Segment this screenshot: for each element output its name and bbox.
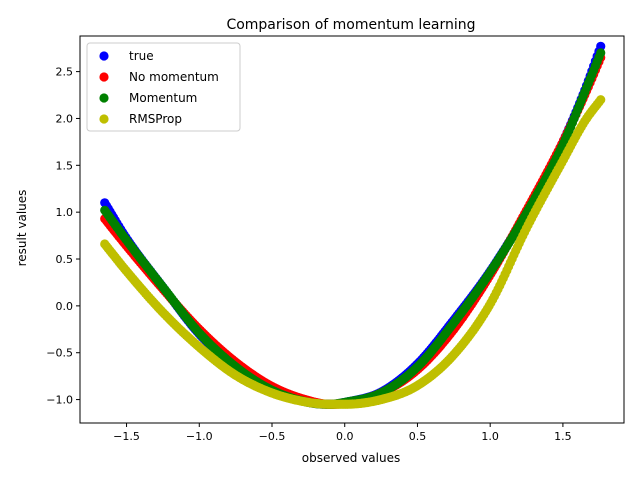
data-point — [596, 41, 606, 51]
legend-marker — [99, 114, 109, 124]
x-tick-label: 0.0 — [336, 430, 354, 443]
legend-label: Momentum — [129, 91, 197, 105]
y-tick-label: 2.0 — [56, 112, 74, 125]
y-tick-label: 1.5 — [56, 159, 74, 172]
x-tick-label: −0.5 — [259, 430, 286, 443]
x-tick-label: 1.0 — [481, 430, 499, 443]
legend-marker — [99, 51, 109, 61]
y-tick-label: 2.5 — [56, 66, 74, 79]
x-tick-label: −1.0 — [186, 430, 213, 443]
plot-area — [79, 35, 625, 424]
y-axis-label: result values — [15, 190, 29, 267]
axes-frame — [79, 35, 625, 424]
legend-marker — [99, 93, 109, 103]
legend-marker — [99, 72, 109, 82]
y-tick-label: −1.0 — [46, 394, 73, 407]
legend: true No momentum Momentum RMSProp — [86, 42, 241, 132]
legend-label: RMSProp — [129, 112, 182, 126]
x-tick-label: 1.5 — [554, 430, 572, 443]
legend-label: No momentum — [129, 70, 219, 84]
y-tick-label: 0.5 — [56, 253, 74, 266]
chart-title: Comparison of momentum learning — [226, 17, 475, 33]
legend-box — [86, 42, 241, 132]
data-point — [596, 48, 606, 58]
y-tick-label: −0.5 — [46, 347, 73, 360]
series-layer — [100, 41, 606, 409]
series-4 — [100, 95, 606, 409]
y-tick-label: 0.0 — [56, 300, 74, 313]
legend-label: true — [129, 49, 154, 63]
x-axis-label: observed values — [302, 451, 400, 465]
x-axis-ticks: −1.5 −1.0 −0.5 0.0 0.5 1.0 1.5 — [113, 423, 572, 443]
x-tick-label: −1.5 — [113, 430, 140, 443]
y-axis-ticks: −1.0 −0.5 0.0 0.5 1.0 1.5 2.0 2.5 — [46, 66, 80, 407]
x-tick-label: 0.5 — [409, 430, 427, 443]
y-tick-label: 1.0 — [56, 206, 74, 219]
data-point — [596, 95, 606, 105]
